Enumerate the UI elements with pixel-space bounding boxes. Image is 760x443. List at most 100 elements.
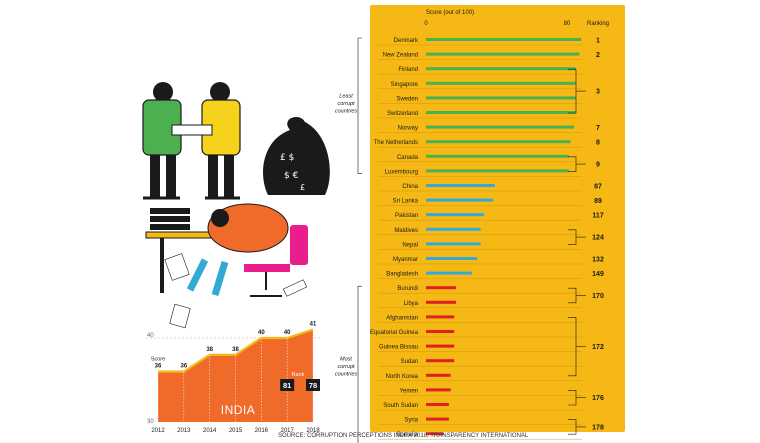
country-label: Norway [398, 126, 418, 132]
rank-label: 172 [592, 344, 604, 351]
score-value-label: 36 [155, 364, 162, 370]
score-panel [370, 5, 625, 432]
rank-label: 87 [594, 184, 602, 191]
score-value-label: 40 [284, 330, 291, 336]
country-label: Somalia [396, 432, 418, 438]
bar-pakistan [426, 213, 485, 217]
country-label: Burundi [397, 286, 418, 292]
y-tick-label: 40 [147, 333, 154, 339]
country-label: Denmark [394, 38, 419, 44]
bar-singapore [426, 81, 576, 85]
rank-label: 176 [592, 395, 604, 402]
rank-label: 2 [596, 52, 600, 59]
bar-north-korea [426, 373, 451, 377]
rank-label: 3 [596, 89, 600, 96]
country-label: New Zealand [383, 53, 418, 59]
score-value-label: 40 [258, 330, 265, 336]
bar-sri-lanka [426, 198, 493, 202]
sleeping-officer-illustration [145, 203, 308, 329]
year-tick-label: 2018 [306, 428, 320, 434]
country-label: Bangladesh [386, 272, 418, 278]
country-label: Myanmar [393, 257, 418, 263]
group-label: corrupt [337, 364, 355, 370]
rank-bracket [568, 419, 577, 435]
bar-maldives [426, 227, 481, 231]
y-tick-label: 30 [147, 419, 154, 425]
svg-text:$ €: $ € [284, 171, 299, 181]
score-value-label: 38 [232, 347, 239, 353]
rank-bracket [568, 156, 577, 172]
bar-myanmar [426, 257, 478, 260]
rank-bracket [568, 68, 577, 114]
rank-label: 89 [594, 198, 602, 205]
bar-burundi [426, 286, 456, 290]
country-label: Nepal [402, 242, 418, 248]
country-label: Libya [404, 301, 419, 307]
score-value-label: 41 [310, 322, 317, 328]
bar-switzerland [426, 111, 576, 114]
rank-label: 178 [592, 424, 604, 431]
bar-norway [426, 125, 575, 129]
bar-afghanistan [426, 315, 455, 319]
bar-new-zealand [426, 52, 580, 56]
rank-box [306, 379, 320, 391]
country-label: Switzerland [387, 111, 418, 117]
rank-label: 7 [596, 125, 600, 132]
bar-nepal [426, 242, 481, 246]
rank-box [280, 379, 295, 391]
year-tick-label: 2012 [151, 428, 165, 434]
country-label: China [402, 184, 418, 190]
bar-yemen [426, 388, 451, 392]
country-label: Syria [404, 418, 418, 424]
score-value-label: 36 [180, 364, 187, 370]
bar-guinea-bissau [426, 344, 455, 348]
country-label: North Korea [386, 374, 419, 380]
bar-luxembourg [426, 169, 569, 173]
rank-bracket [568, 229, 577, 245]
bribe-figures-illustration [142, 82, 241, 200]
group-label: countries [335, 372, 358, 378]
axis-tick-label: 0 [424, 21, 428, 27]
country-label: The Netherlands [374, 140, 418, 146]
rank-label: 1 [596, 38, 600, 45]
rank-bracket [568, 390, 577, 406]
axis-tick-label: 80 [564, 21, 571, 27]
svg-text:£: £ [300, 183, 305, 192]
country-label: Luxembourg [385, 169, 418, 175]
bar-libya [426, 300, 456, 304]
money-bag-illustration: £ $ $ € £ [263, 116, 330, 195]
rank-bracket [568, 317, 577, 377]
bar-somalia [426, 432, 444, 436]
year-tick-label: 2016 [255, 428, 269, 434]
country-label: Sweden [396, 96, 418, 102]
rank-label: 149 [592, 271, 604, 278]
bar-china [426, 184, 495, 187]
illustrations: £ $ $ € £ [142, 82, 330, 329]
group-label: corrupt [337, 101, 355, 107]
bar-sweden [426, 96, 576, 100]
rank-label: 117 [592, 213, 603, 220]
score-value-label: 38 [206, 347, 213, 353]
india-title: INDIA [221, 403, 256, 417]
rank-label: 124 [592, 235, 604, 242]
group-label: countries [335, 109, 358, 115]
country-label: Maldives [394, 228, 418, 234]
country-label: Afghanistan [386, 315, 418, 321]
rank-bracket [568, 287, 577, 304]
country-label: Equatorial Guinea [370, 330, 419, 336]
year-tick-label: 2015 [229, 428, 243, 434]
rank-label: 8 [596, 140, 600, 147]
bar-canada [426, 154, 569, 158]
bar-bangladesh [426, 271, 472, 275]
country-label: South Sudan [383, 403, 418, 409]
year-tick-label: 2017 [280, 428, 294, 434]
country-label: Pakistan [395, 213, 418, 219]
country-label: Canada [397, 155, 419, 161]
country-label: Finland [398, 67, 418, 73]
bar-denmark [426, 38, 582, 41]
ranking-header: Ranking [587, 21, 609, 27]
source-note: SOURCE: CORRUPTION PERCEPTIONS INDEX 201… [278, 433, 529, 439]
svg-text:£ $: £ $ [280, 153, 294, 163]
year-tick-label: 2014 [203, 428, 217, 434]
